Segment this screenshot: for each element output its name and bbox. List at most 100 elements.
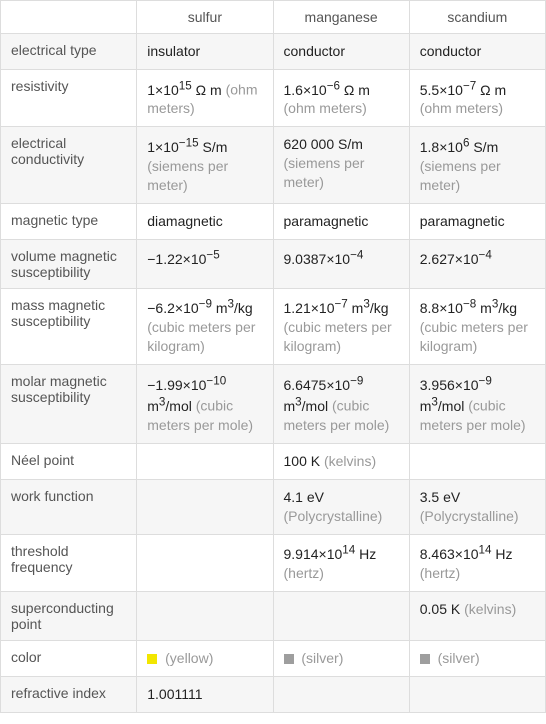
cell-manganese: 1.6×10−6 Ω m (ohm meters) [273, 69, 409, 126]
cell-scandium: (silver) [409, 640, 545, 676]
cell-unit: (Polycrystalline) [420, 508, 519, 524]
cell-sulfur [137, 591, 273, 640]
cell-value: paramagnetic [284, 213, 369, 229]
row-label: mass magnetic susceptibility [1, 288, 137, 364]
row-label: superconducting point [1, 591, 137, 640]
cell-value: diamagnetic [147, 213, 223, 229]
cell-value: 0.05 K [420, 601, 460, 617]
cell-sulfur: diamagnetic [137, 203, 273, 239]
cell-manganese: 9.914×1014 Hz (hertz) [273, 534, 409, 591]
cell-manganese: 9.0387×10−4 [273, 239, 409, 288]
row-label: volume magnetic susceptibility [1, 239, 137, 288]
cell-unit: (siemens per meter) [420, 158, 501, 193]
row-label: electrical type [1, 34, 137, 70]
cell-value: 1.001111 [147, 686, 202, 702]
cell-unit: (hertz) [420, 565, 460, 581]
cell-value: 9.914×1014 Hz [284, 546, 377, 562]
cell-value: 1×10−15 S/m [147, 139, 227, 155]
cell-sulfur: −1.99×10−10 m3/mol (cubic meters per mol… [137, 364, 273, 443]
cell-scandium: 1.8×106 S/m (siemens per meter) [409, 127, 545, 203]
table-row: refractive index 1.001111 [1, 676, 546, 712]
cell-unit: (kelvins) [464, 601, 516, 617]
cell-value: 5.5×10−7 Ω m [420, 82, 506, 98]
cell-value: conductor [284, 43, 345, 59]
row-label: color [1, 640, 137, 676]
cell-value: −6.2×10−9 m3/kg [147, 300, 252, 316]
table-row: superconducting point 0.05 K (kelvins) [1, 591, 546, 640]
cell-scandium: 3.5 eV (Polycrystalline) [409, 479, 545, 534]
cell-unit: (siemens per meter) [284, 155, 365, 190]
cell-sulfur: 1.001111 [137, 676, 273, 712]
cell-scandium: 0.05 K (kelvins) [409, 591, 545, 640]
cell-sulfur [137, 443, 273, 479]
table-row: mass magnetic susceptibility −6.2×10−9 m3… [1, 288, 546, 364]
cell-value: insulator [147, 43, 200, 59]
cell-scandium [409, 443, 545, 479]
cell-scandium: paramagnetic [409, 203, 545, 239]
cell-manganese: (silver) [273, 640, 409, 676]
cell-value: 1×1015 Ω m [147, 82, 221, 98]
cell-value: 2.627×10−4 [420, 251, 492, 267]
properties-table: sulfur manganese scandium electrical typ… [0, 0, 546, 713]
cell-unit: (siemens per meter) [147, 158, 228, 193]
cell-scandium: 8.463×1014 Hz (hertz) [409, 534, 545, 591]
cell-value: paramagnetic [420, 213, 505, 229]
header-sulfur: sulfur [137, 1, 273, 34]
cell-manganese: 100 K (kelvins) [273, 443, 409, 479]
cell-unit: (kelvins) [324, 453, 376, 469]
cell-value: −1.22×10−5 [147, 251, 219, 267]
color-swatch [420, 654, 430, 664]
row-label: electrical conductivity [1, 127, 137, 203]
row-label: molar magnetic susceptibility [1, 364, 137, 443]
cell-sulfur: 1×10−15 S/m (siemens per meter) [137, 127, 273, 203]
table-row: electrical conductivity1×10−15 S/m (siem… [1, 127, 546, 203]
header-blank [1, 1, 137, 34]
table-row: molar magnetic susceptibility−1.99×10−10… [1, 364, 546, 443]
cell-sulfur [137, 479, 273, 534]
cell-value: 1.6×10−6 Ω m [284, 82, 370, 98]
cell-manganese: 4.1 eV (Polycrystalline) [273, 479, 409, 534]
cell-unit: (cubic meters per kilogram) [284, 319, 392, 354]
table-row: threshold frequency9.914×1014 Hz (hertz)… [1, 534, 546, 591]
cell-scandium: conductor [409, 34, 545, 70]
row-label: refractive index [1, 676, 137, 712]
cell-sulfur: 1×1015 Ω m (ohm meters) [137, 69, 273, 126]
cell-value: 8.8×10−8 m3/kg [420, 300, 517, 316]
cell-unit: (yellow) [165, 650, 213, 666]
row-label: Néel point [1, 443, 137, 479]
cell-manganese: conductor [273, 34, 409, 70]
cell-sulfur: (yellow) [137, 640, 273, 676]
table-row: volume magnetic susceptibility −1.22×10−5… [1, 239, 546, 288]
row-label: work function [1, 479, 137, 534]
cell-manganese: 620 000 S/m (siemens per meter) [273, 127, 409, 203]
table-row: color (yellow) (silver) (silver) [1, 640, 546, 676]
cell-manganese [273, 591, 409, 640]
cell-unit: (silver) [301, 650, 343, 666]
cell-value: 8.463×1014 Hz [420, 546, 513, 562]
cell-scandium: 5.5×10−7 Ω m (ohm meters) [409, 69, 545, 126]
cell-value: 3.5 eV [420, 489, 460, 505]
table-row: electrical type insulator conductor conduct… [1, 34, 546, 70]
cell-value: 100 K [284, 453, 321, 469]
cell-scandium: 2.627×10−4 [409, 239, 545, 288]
cell-manganese: 1.21×10−7 m3/kg (cubic meters per kilogr… [273, 288, 409, 364]
table-head: sulfur manganese scandium [1, 1, 546, 34]
cell-value: 4.1 eV [284, 489, 324, 505]
row-label: magnetic type [1, 203, 137, 239]
table-body: electrical type insulator conductor conduct… [1, 34, 546, 713]
row-label: resistivity [1, 69, 137, 126]
cell-unit: (hertz) [284, 565, 324, 581]
cell-unit: (ohm meters) [420, 100, 503, 116]
header-scandium: scandium [409, 1, 545, 34]
cell-sulfur: insulator [137, 34, 273, 70]
cell-value: 620 000 S/m [284, 136, 363, 152]
cell-sulfur: −1.22×10−5 [137, 239, 273, 288]
cell-sulfur [137, 534, 273, 591]
color-swatch [284, 654, 294, 664]
cell-scandium: 8.8×10−8 m3/kg (cubic meters per kilogra… [409, 288, 545, 364]
cell-scandium [409, 676, 545, 712]
cell-unit: (Polycrystalline) [284, 508, 383, 524]
header-manganese: manganese [273, 1, 409, 34]
cell-unit: (ohm meters) [284, 100, 367, 116]
cell-value: conductor [420, 43, 481, 59]
